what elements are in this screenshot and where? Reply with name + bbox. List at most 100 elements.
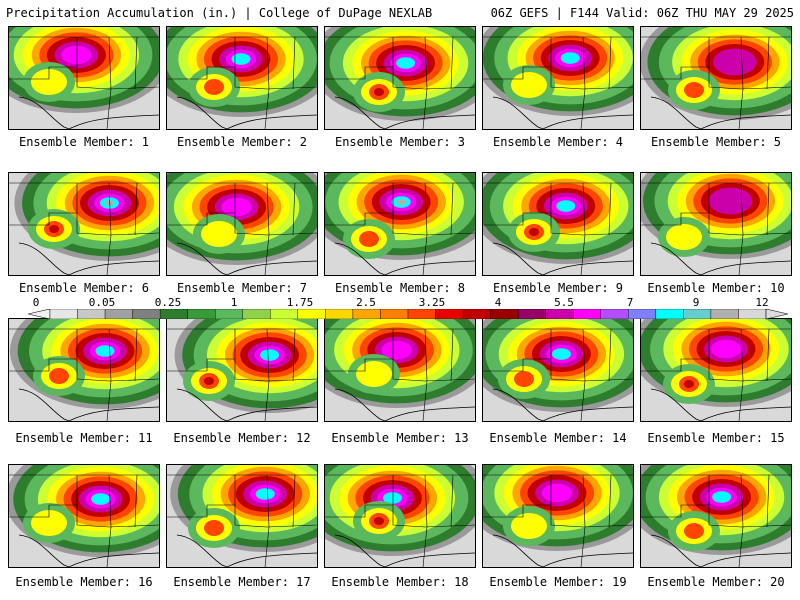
precipitation-field bbox=[9, 319, 159, 421]
colorbar-tick-label: 5.5 bbox=[554, 296, 574, 309]
precip-contour bbox=[204, 79, 224, 95]
precip-contour bbox=[201, 221, 237, 247]
ensemble-member-label: Ensemble Member: 9 bbox=[492, 281, 624, 295]
precip-contour bbox=[529, 228, 539, 236]
ensemble-member-map bbox=[8, 172, 160, 276]
precip-contour bbox=[684, 380, 694, 388]
precip-contour bbox=[91, 493, 111, 505]
precipitation-field bbox=[641, 27, 791, 129]
colorbar-swatch bbox=[297, 309, 326, 319]
colorbar-swatch bbox=[159, 309, 188, 319]
state-border bbox=[492, 388, 544, 421]
precip-contour bbox=[204, 520, 224, 536]
precip-contour bbox=[666, 224, 702, 250]
precipitation-field bbox=[641, 319, 791, 421]
state-border bbox=[334, 96, 386, 129]
state-border bbox=[334, 388, 386, 421]
colorbar-swatch bbox=[325, 309, 354, 319]
precipitation-colorbar bbox=[28, 309, 788, 319]
colorbar-swatch bbox=[573, 309, 601, 319]
ensemble-member-label: Ensemble Member: 20 bbox=[647, 575, 785, 589]
colorbar-tick-label: 4 bbox=[494, 296, 502, 309]
precip-contour bbox=[560, 52, 580, 64]
colorbar-tick-label: 0 bbox=[32, 296, 40, 309]
state-border bbox=[292, 182, 296, 236]
state-border bbox=[608, 474, 612, 528]
precip-contour bbox=[396, 57, 416, 69]
precipitation-field bbox=[325, 173, 475, 275]
precip-contour bbox=[551, 348, 571, 360]
state-border bbox=[134, 36, 138, 90]
precipitation-field bbox=[9, 173, 159, 275]
colorbar-swatch bbox=[49, 309, 78, 319]
state-border bbox=[134, 182, 138, 236]
state-border bbox=[492, 534, 544, 567]
precip-contour bbox=[49, 368, 69, 384]
state-border bbox=[580, 36, 586, 129]
ensemble-member-map bbox=[482, 26, 634, 130]
colorbar-swatch bbox=[407, 309, 436, 319]
state-border bbox=[650, 534, 702, 567]
precipitation-field bbox=[325, 27, 475, 129]
colorbar-swatch bbox=[215, 309, 243, 319]
ensemble-member-map bbox=[482, 464, 634, 568]
precip-contour bbox=[31, 510, 67, 536]
precipitation-field bbox=[483, 27, 633, 129]
state-border bbox=[18, 96, 70, 129]
state-border bbox=[650, 388, 702, 421]
colorbar-tick-label: 3.25 bbox=[418, 296, 446, 309]
state-border bbox=[68, 406, 159, 421]
precip-contour bbox=[231, 53, 251, 65]
ensemble-member-map bbox=[324, 318, 476, 422]
ensemble-member-label: Ensemble Member: 2 bbox=[176, 135, 308, 149]
state-border bbox=[176, 534, 228, 567]
state-border bbox=[650, 242, 702, 275]
state-border bbox=[226, 260, 317, 275]
ensemble-member-map bbox=[166, 26, 318, 130]
state-border bbox=[134, 474, 138, 528]
state-border bbox=[134, 328, 138, 382]
ensemble-member-map bbox=[482, 172, 634, 276]
state-border bbox=[68, 114, 159, 129]
precip-contour bbox=[712, 491, 732, 503]
state-border bbox=[384, 260, 475, 275]
precip-contour bbox=[95, 345, 115, 357]
precipitation-field bbox=[167, 465, 317, 567]
colorbar-swatch bbox=[738, 309, 767, 319]
precipitation-field bbox=[167, 173, 317, 275]
state-border bbox=[18, 534, 70, 567]
state-border bbox=[176, 388, 228, 421]
state-border bbox=[226, 552, 317, 567]
state-border bbox=[292, 474, 296, 528]
ensemble-member-label: Ensemble Member: 8 bbox=[334, 281, 466, 295]
precip-contour bbox=[511, 72, 547, 98]
colorbar-tick-label: 9 bbox=[692, 296, 700, 309]
ensemble-member-label: Ensemble Member: 1 bbox=[18, 135, 150, 149]
ensemble-member-map bbox=[640, 26, 792, 130]
state-border bbox=[292, 328, 296, 382]
ensemble-member-label: Ensemble Member: 6 bbox=[18, 281, 150, 295]
state-border bbox=[68, 552, 159, 567]
colorbar-swatch bbox=[545, 309, 574, 319]
precipitation-field bbox=[9, 465, 159, 567]
ensemble-member-label: Ensemble Member: 15 bbox=[647, 431, 785, 445]
state-border bbox=[738, 36, 744, 129]
colorbar-swatch bbox=[435, 309, 464, 319]
ensemble-member-label: Ensemble Member: 5 bbox=[650, 135, 782, 149]
precip-contour bbox=[356, 361, 392, 387]
ensemble-member-map bbox=[166, 464, 318, 568]
state-border bbox=[738, 182, 744, 275]
state-border bbox=[766, 328, 770, 382]
ensemble-member-map bbox=[8, 318, 160, 422]
state-border bbox=[450, 328, 454, 382]
state-border bbox=[264, 474, 270, 567]
precip-contour bbox=[49, 225, 59, 233]
state-border bbox=[384, 114, 475, 129]
precip-contour bbox=[396, 199, 406, 205]
state-border bbox=[542, 260, 633, 275]
colorbar-tick-label: 12 bbox=[755, 296, 769, 309]
state-border bbox=[68, 260, 159, 275]
colorbar-swatch bbox=[683, 309, 712, 319]
colorbar-swatch bbox=[462, 309, 491, 319]
precipitation-field bbox=[641, 173, 791, 275]
